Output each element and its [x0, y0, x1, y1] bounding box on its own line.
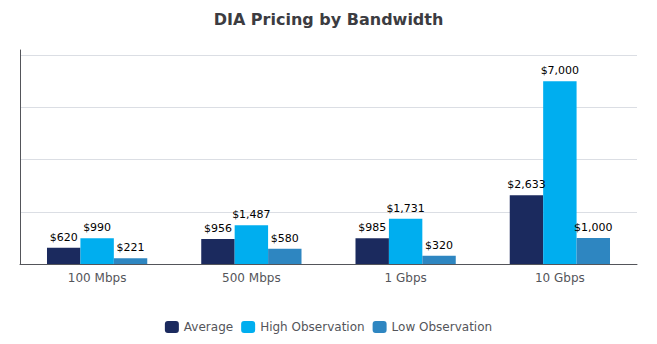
svg-text:$320: $320 [425, 239, 453, 252]
svg-text:High Observation: High Observation [260, 320, 364, 334]
svg-text:$2,633: $2,633 [507, 178, 546, 191]
svg-text:1 Gbps: 1 Gbps [385, 271, 427, 285]
svg-text:Average: Average [184, 320, 233, 334]
svg-text:$990: $990 [83, 221, 111, 234]
svg-text:$956: $956 [204, 222, 232, 235]
svg-text:$620: $620 [50, 231, 78, 244]
svg-text:$7,000: $7,000 [541, 64, 580, 77]
svg-text:10 Gbps: 10 Gbps [535, 271, 585, 285]
svg-text:DIA Pricing by Bandwidth: DIA Pricing by Bandwidth [214, 10, 444, 29]
svg-text:$1,487: $1,487 [232, 208, 271, 221]
svg-text:$985: $985 [358, 221, 386, 234]
svg-text:$221: $221 [117, 241, 145, 254]
svg-text:500 Mbps: 500 Mbps [222, 271, 281, 285]
svg-text:$1,731: $1,731 [386, 202, 425, 215]
svg-text:Low Observation: Low Observation [392, 320, 493, 334]
svg-text:100 Mbps: 100 Mbps [68, 271, 127, 285]
svg-text:$1,000: $1,000 [574, 221, 613, 234]
svg-text:$580: $580 [271, 232, 299, 245]
